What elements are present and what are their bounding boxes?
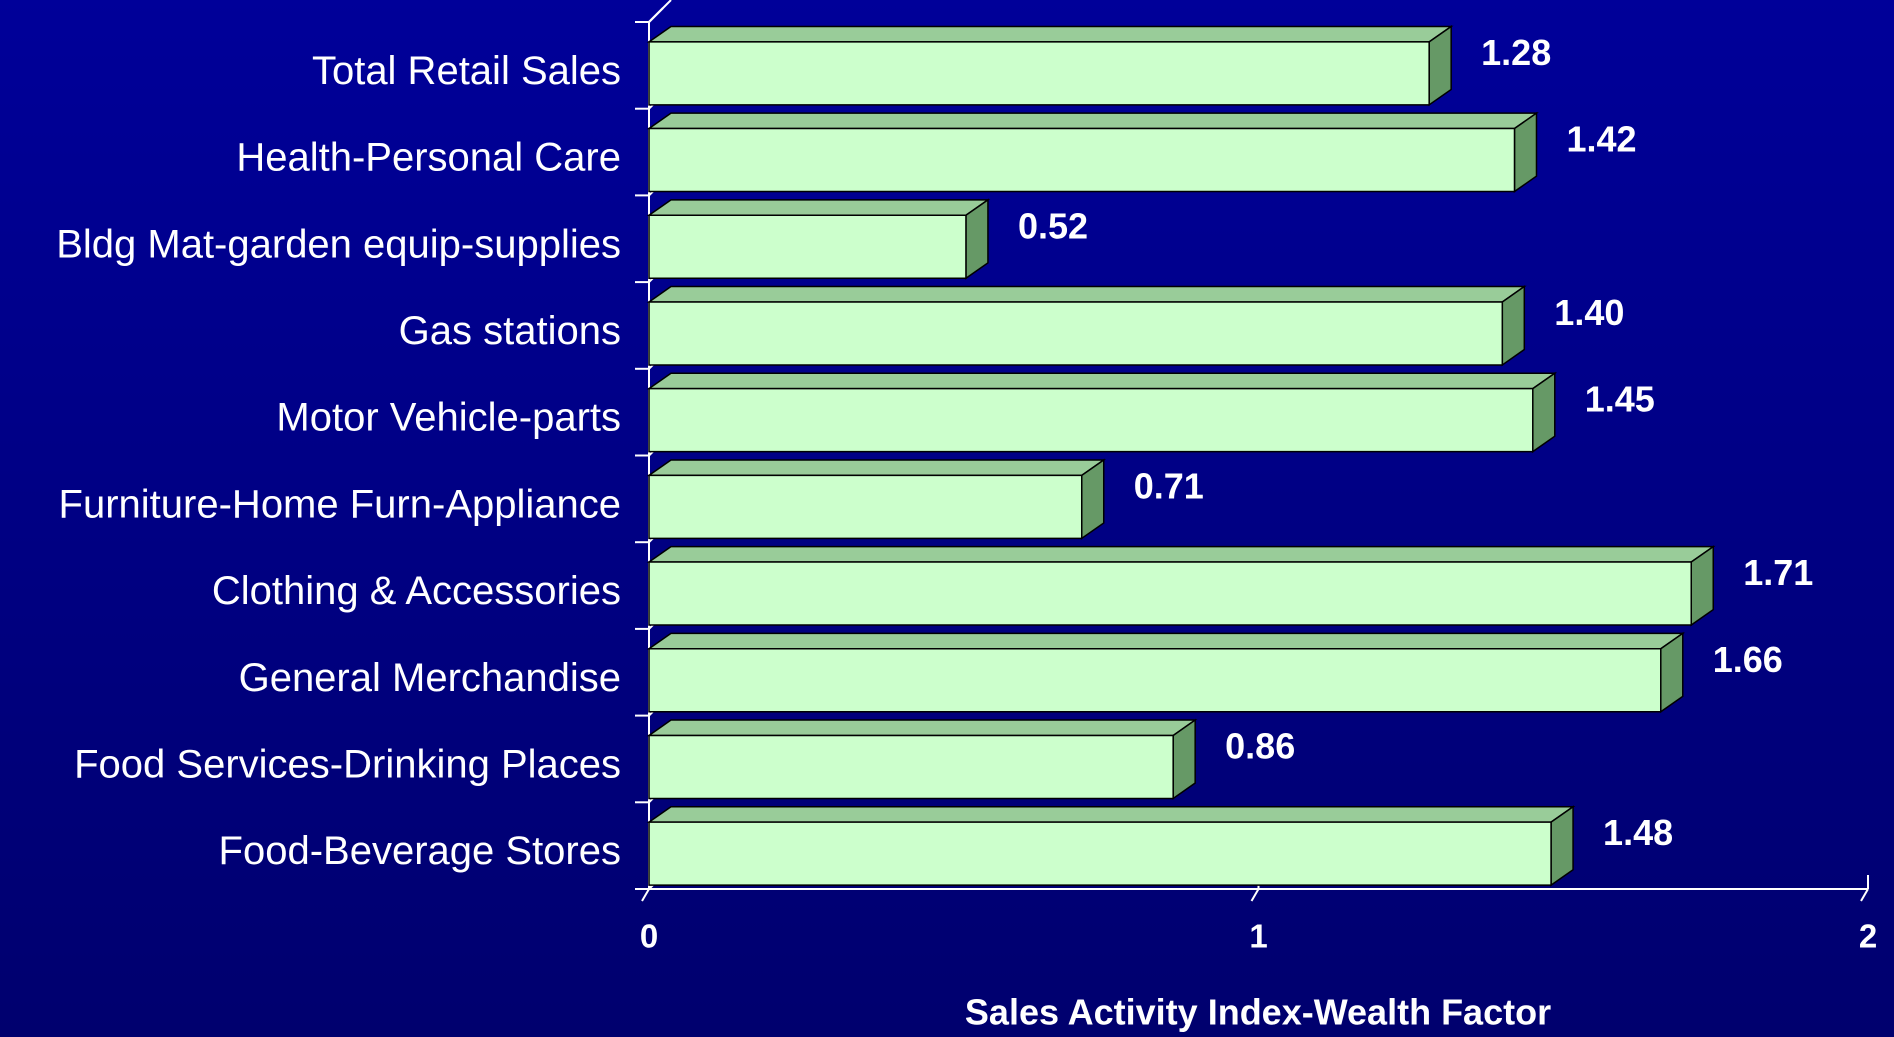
x-tick-depth bbox=[641, 888, 650, 902]
data-label: 1.48 bbox=[1603, 812, 1673, 853]
bar bbox=[646, 631, 1686, 714]
bar-front bbox=[648, 301, 1504, 366]
bar-front bbox=[648, 127, 1516, 193]
data-label: 1.71 bbox=[1743, 552, 1813, 593]
bar-top bbox=[646, 632, 1686, 650]
bar bbox=[646, 371, 1558, 454]
x-tick-label: 0 bbox=[640, 918, 658, 955]
y-axis-tick-depth bbox=[648, 7, 664, 23]
data-label: 0.86 bbox=[1225, 725, 1295, 766]
y-tick-label: Food-Beverage Stores bbox=[219, 829, 621, 873]
data-label: 1.66 bbox=[1713, 639, 1783, 680]
y-tick-label: Furniture-Home Furn-Appliance bbox=[59, 482, 621, 526]
bar-top bbox=[646, 459, 1107, 477]
bar bbox=[646, 458, 1107, 540]
x-tick-label: 2 bbox=[1859, 918, 1877, 955]
bar-top bbox=[646, 806, 1576, 823]
bar bbox=[646, 718, 1198, 800]
bar bbox=[646, 545, 1716, 627]
data-label: 1.42 bbox=[1566, 119, 1636, 160]
bar-front bbox=[648, 387, 1534, 453]
x-tick-depth bbox=[1860, 888, 1869, 902]
data-label: 0.52 bbox=[1018, 205, 1088, 246]
bar bbox=[646, 285, 1527, 367]
y-tick-label: Clothing & Accessories bbox=[212, 569, 621, 613]
bar-top bbox=[646, 372, 1558, 390]
bar bbox=[646, 25, 1454, 107]
bar-front bbox=[648, 648, 1662, 713]
bar-front bbox=[648, 474, 1083, 540]
data-label: 0.71 bbox=[1134, 465, 1204, 506]
bar bbox=[646, 198, 991, 280]
x-tick-label: 1 bbox=[1249, 918, 1267, 955]
bar bbox=[646, 805, 1576, 887]
bar bbox=[646, 111, 1539, 193]
data-label: 1.28 bbox=[1481, 32, 1551, 73]
x-tick-depth bbox=[1250, 888, 1260, 902]
data-label: 1.45 bbox=[1585, 379, 1655, 420]
bar-top bbox=[646, 285, 1527, 303]
y-tick-label: Motor Vehicle-parts bbox=[276, 396, 621, 440]
bar-top bbox=[646, 25, 1454, 43]
data-label: 1.40 bbox=[1554, 292, 1624, 333]
bar-front bbox=[648, 561, 1692, 626]
y-tick-label: Total Retail Sales bbox=[312, 49, 621, 93]
x-axis-title: Sales Activity Index-Wealth Factor bbox=[965, 992, 1551, 1033]
bar-front bbox=[648, 41, 1430, 106]
bar-top bbox=[646, 199, 991, 216]
y-tick-label: Gas stations bbox=[399, 309, 621, 353]
y-tick-label: Food Services-Drinking Places bbox=[74, 743, 621, 787]
bar-top bbox=[646, 719, 1198, 737]
bar-front bbox=[648, 821, 1552, 886]
bar-top bbox=[646, 112, 1539, 130]
bar-top bbox=[646, 545, 1716, 563]
y-tick-label: General Merchandise bbox=[239, 656, 621, 700]
bar-front bbox=[648, 214, 967, 279]
y-tick-label: Bldg Mat-garden equip-supplies bbox=[56, 222, 621, 266]
bar-front bbox=[648, 734, 1174, 800]
y-tick-label: Health-Personal Care bbox=[236, 136, 621, 180]
